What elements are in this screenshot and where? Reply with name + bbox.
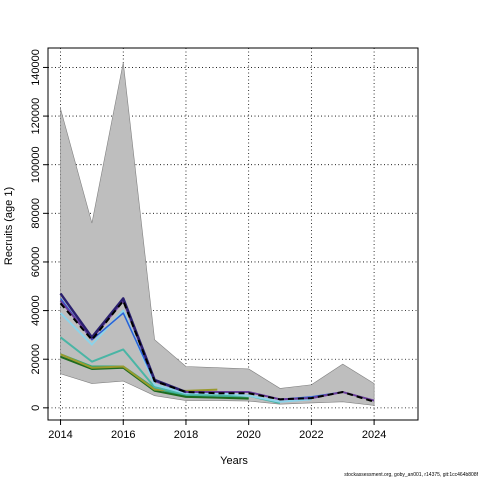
x-tick-label-5: 2024 [362,429,386,441]
series-line-1 [60,355,249,400]
series-lines [59,292,375,404]
confidence-band-area [60,62,375,406]
x-tick-label-2: 2018 [174,429,198,441]
x-tick-label-1: 2016 [111,429,135,441]
series-line-4 [59,309,312,403]
y-tick-label-1: 20000 [30,344,42,375]
confidence-band [60,62,375,406]
plot-frame [47,47,419,421]
y-tick-label-5: 100000 [30,146,42,183]
y-tick-label-2: 40000 [30,295,42,326]
series-line-2 [60,353,218,392]
axes: 2014 2016 2018 2020 2022 2024 0 20000 40000 60000… [30,47,419,441]
y-axis-title: Recruits (age 1) [3,187,15,265]
y-tick-label-7: 140000 [30,49,42,86]
y-tick-label-4: 80000 [30,198,42,229]
series-line-8 [59,299,375,403]
y-tick-label-3: 60000 [30,247,42,278]
x-tick-label-4: 2022 [299,429,323,441]
grid-lines [48,48,418,420]
x-tick-label-3: 2020 [236,429,260,441]
x-axis-title: Years [220,455,248,467]
footer-credit: stockassessment.org, goby_an001, r14375,… [344,472,478,478]
y-tick-label-0: 0 [30,405,42,411]
y-tick-label-6: 120000 [30,98,42,135]
x-tick-label-0: 2014 [48,429,72,441]
